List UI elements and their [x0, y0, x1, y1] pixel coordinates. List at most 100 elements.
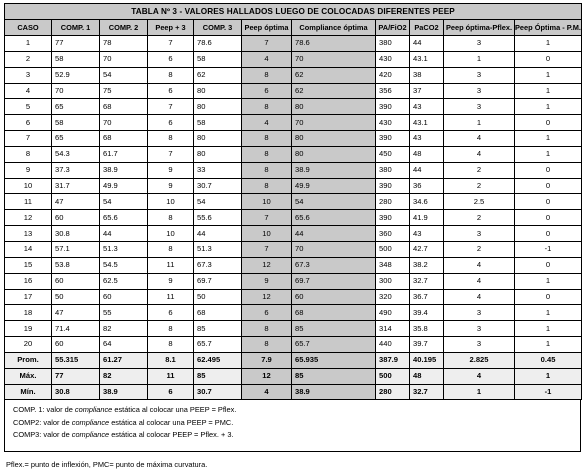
- table-cell: 12: [4, 209, 52, 227]
- table-cell: 19: [4, 320, 52, 338]
- table-cell: 4: [443, 130, 515, 147]
- table-cell: 300: [375, 272, 410, 290]
- summary-cell: 6: [147, 383, 194, 401]
- table-cell: 3: [443, 82, 515, 100]
- table-cell: 4: [241, 114, 292, 132]
- table-cell: 7: [241, 35, 292, 52]
- table-cell: 2: [443, 240, 515, 258]
- summary-cell: 30.7: [193, 383, 242, 401]
- table-cell: 9: [241, 272, 292, 290]
- table-cell: 49.9: [99, 177, 148, 195]
- table-cell: 65.6: [99, 209, 148, 227]
- table-cell: 54: [291, 193, 376, 211]
- table-cell: 31.7: [51, 177, 100, 195]
- column-header: Peep óptima-Pflex.: [443, 19, 515, 36]
- footnote: Pflex.= punto de inflexión, PMC= punto d…: [6, 460, 208, 469]
- table-cell: 2: [443, 161, 515, 179]
- table-cell: 60: [51, 336, 100, 353]
- table-cell: 8: [241, 145, 292, 163]
- table-cell: 67.3: [193, 256, 242, 274]
- table-cell: 9: [147, 177, 194, 195]
- table-cell: 3: [443, 35, 515, 52]
- table-cell: 10: [241, 225, 292, 242]
- table-cell: 390: [375, 177, 410, 195]
- summary-cell: 387.9: [375, 351, 410, 369]
- table-cell: 58: [193, 114, 242, 132]
- table-cell: 38.9: [291, 161, 376, 179]
- table-cell: 7: [4, 130, 52, 147]
- table-cell: 380: [375, 35, 410, 52]
- table-cell: 43.1: [409, 50, 444, 68]
- summary-cell: 4: [443, 367, 515, 385]
- column-header: COMP. 2: [99, 19, 148, 36]
- summary-cell: 12: [241, 367, 292, 385]
- table-cell: 62.5: [99, 272, 148, 290]
- table-cell: 430: [375, 50, 410, 68]
- table-cell: 9: [147, 272, 194, 290]
- table-cell: 4: [443, 145, 515, 163]
- table-cell: 500: [375, 240, 410, 258]
- table-cell: 39.7: [409, 336, 444, 353]
- table-cell: 80: [291, 98, 376, 116]
- summary-cell: 4: [241, 383, 292, 401]
- table-cell: 380: [375, 161, 410, 179]
- table-cell: 47: [51, 193, 100, 211]
- table-cell: 0: [513, 209, 583, 227]
- summary-cell: Mín.: [4, 383, 52, 401]
- table-cell: 8: [147, 320, 194, 338]
- table-cell: 20: [4, 336, 52, 353]
- table-cell: 8: [241, 320, 292, 338]
- table-cell: 80: [193, 145, 242, 163]
- table-cell: 15: [4, 256, 52, 274]
- column-header: PaCO2: [409, 19, 444, 36]
- table-cell: 10: [147, 225, 194, 242]
- summary-row: Mín. 30.8 38.9 6 30.7 4 38.9 280 32.7 1 -1: [4, 383, 583, 401]
- table-cell: 390: [375, 209, 410, 227]
- table-cell: 1: [513, 304, 583, 322]
- summary-cell: 1: [443, 383, 515, 401]
- summary-cell: 48: [409, 367, 444, 385]
- table-cell: 42.7: [409, 240, 444, 258]
- table-row: 19 71.4 82 8 85 8 85 314 35.8 3 1: [4, 320, 583, 338]
- table-cell: 390: [375, 130, 410, 147]
- table-cell: 34.6: [409, 193, 444, 211]
- table-cell: 80: [193, 130, 242, 147]
- summary-cell: 11: [147, 367, 194, 385]
- table-cell: 14: [4, 240, 52, 258]
- table-cell: 10: [4, 177, 52, 195]
- table-cell: 348: [375, 256, 410, 274]
- table-cell: 17: [4, 288, 52, 306]
- table-cell: 8: [241, 161, 292, 179]
- table-cell: 420: [375, 66, 410, 84]
- table-cell: 80: [291, 130, 376, 147]
- table-cell: 450: [375, 145, 410, 163]
- table-cell: 3: [443, 98, 515, 116]
- table-cell: 54: [99, 66, 148, 84]
- table-cell: 58: [51, 50, 100, 68]
- summary-row: Prom. 55.315 61.27 8.1 62.495 7.9 65.935 387.9 4…: [4, 351, 583, 369]
- table-cell: 3: [443, 304, 515, 322]
- summary-cell: 280: [375, 383, 410, 401]
- table-cell: 0: [513, 161, 583, 179]
- table-cell: 69.7: [291, 272, 376, 290]
- note-comp2: COMP2: valor de compliance estática al c…: [13, 417, 234, 427]
- table-cell: 55.6: [193, 209, 242, 227]
- summary-cell: 32.7: [409, 383, 444, 401]
- table-cell: 60: [51, 209, 100, 227]
- table-cell: 1: [513, 336, 583, 353]
- table-row: 7 65 68 8 80 8 80 390 43 4 1: [4, 130, 583, 147]
- summary-cell: 55.315: [51, 351, 100, 369]
- summary-cell: 7.9: [241, 351, 292, 369]
- table-cell: 77: [51, 35, 100, 52]
- table-cell: 43.1: [409, 114, 444, 132]
- table-cell: 65.7: [291, 336, 376, 353]
- table-cell: 33: [193, 161, 242, 179]
- table-cell: 2: [443, 177, 515, 195]
- table-cell: 7: [147, 145, 194, 163]
- table-cell: 44: [409, 35, 444, 52]
- table-cell: 356: [375, 82, 410, 100]
- table-cell: 11: [147, 288, 194, 306]
- table-cell: 54.5: [99, 256, 148, 274]
- table-row: 20 60 64 8 65.7 8 65.7 440 39.7 3 1: [4, 336, 583, 353]
- table-cell: 6: [147, 50, 194, 68]
